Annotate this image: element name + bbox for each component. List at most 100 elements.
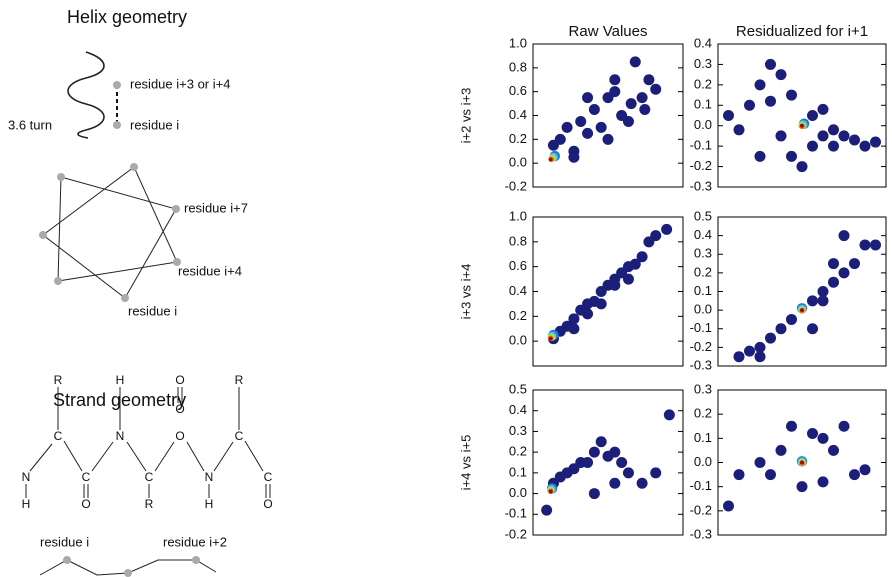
wheel-label: residue i+4 [178,263,242,278]
scatter-point [609,86,621,98]
scatter-point [754,351,766,363]
scatter-point [582,308,594,320]
scatter-point [723,500,734,512]
atom-label: O [263,497,272,511]
scatter-point [588,446,600,458]
scatter-point [582,127,594,139]
atom-label: O [175,373,184,387]
scatter-point [629,56,641,68]
y-tick-label: 0.5 [694,208,712,223]
scatter-point [733,124,745,136]
scatter-point [807,295,818,307]
scatter-point [582,92,594,104]
strand-dot [124,569,132,577]
scatter-point [595,298,607,310]
wheel-dot [130,163,138,171]
scatter-point [754,150,766,162]
column-title: Raw Values [569,23,648,40]
scatter-point [609,74,621,86]
scatter-point [786,150,797,162]
atom-label: R [54,373,63,387]
strand-bonds [25,387,271,498]
y-tick-label: -0.3 [690,526,712,541]
y-tick-label: -0.1 [690,138,712,153]
y-tick-label: 0.0 [694,454,712,469]
wheel-dot [54,277,62,285]
helix-dot [113,81,121,89]
scatter-point [548,336,553,341]
y-tick-label: 0.1 [694,283,712,298]
row-label: i+2 vs i+3 [458,88,473,144]
y-tick-label: 0.8 [509,233,527,248]
scatter-point [817,130,829,142]
scatter-point [775,323,787,335]
scatter-point [548,157,553,162]
scatter-point [622,273,634,285]
scatter-point [849,258,860,270]
atom-label: O [175,402,184,416]
helix-label: residue i+3 or i+4 [130,76,230,91]
y-tick-label: 0.2 [694,264,712,279]
scatter-point [817,286,829,297]
scatter-point [786,89,797,101]
row-label: i+4 vs i+5 [458,435,473,491]
scatter-point [636,92,648,104]
scatter-point [568,323,580,335]
strand-label: residue i+2 [163,534,227,549]
atom-label: H [205,497,214,511]
scatter-point [661,223,673,235]
scatter-point [838,130,850,142]
scatter-point [838,230,850,242]
atom-label: H [116,373,125,387]
y-tick-label: 0.5 [509,381,527,396]
scatter-point [595,436,607,448]
scatter-point [636,251,648,263]
y-tick-label: 0.1 [694,97,712,112]
wheel-label: residue i [128,303,177,318]
helix-label: residue i [130,117,179,132]
plot-frame [532,43,684,188]
scatter-point [828,140,839,152]
scatter-point [807,110,818,121]
scatter-point [602,133,614,145]
y-tick-label: 0.4 [509,107,527,122]
scatter-point [800,123,804,128]
scatter-point [636,477,648,489]
y-tick-label: -0.1 [690,320,712,335]
strand-label: residue i [40,534,89,549]
scatter-point [754,341,766,353]
scatter-point [838,267,850,279]
scatter-point [775,130,787,142]
scatter-grid: Raw Values i+2 vs i+3 -0.2 0.0 0.2 0.4 0.6 0.8 1… [458,23,887,541]
scatter-point [859,239,871,251]
scatter-point [807,428,818,439]
y-tick-label: 0.2 [509,308,527,323]
strand-dot [192,556,200,564]
atom-label: C [235,429,244,443]
helix-curve [67,51,105,139]
y-tick-label: 0.6 [509,83,527,98]
y-tick-label: 0.1 [509,464,527,479]
atom-label: H [22,497,31,511]
scatter-point [828,258,839,270]
scatter-point [775,444,787,456]
scatter-point [817,295,829,307]
y-tick-label: 0.4 [694,35,712,50]
wheel-dot [173,258,181,266]
y-tick-label: 0.2 [694,406,712,421]
plot-frame [717,389,887,536]
y-tick-label: 0.3 [509,423,527,438]
scatter-point [723,110,734,121]
scatter-point [817,103,829,115]
wheel-dot [121,294,129,302]
scatter-point [765,469,776,481]
scatter-point [859,140,871,152]
scatter-point [775,69,787,81]
scatter-point [786,313,797,325]
wheel-dot [172,205,180,213]
scatter-point [609,446,621,458]
row-label: i+3 vs i+4 [458,264,473,320]
scatter-point [828,276,839,288]
scatter-point [616,457,628,468]
